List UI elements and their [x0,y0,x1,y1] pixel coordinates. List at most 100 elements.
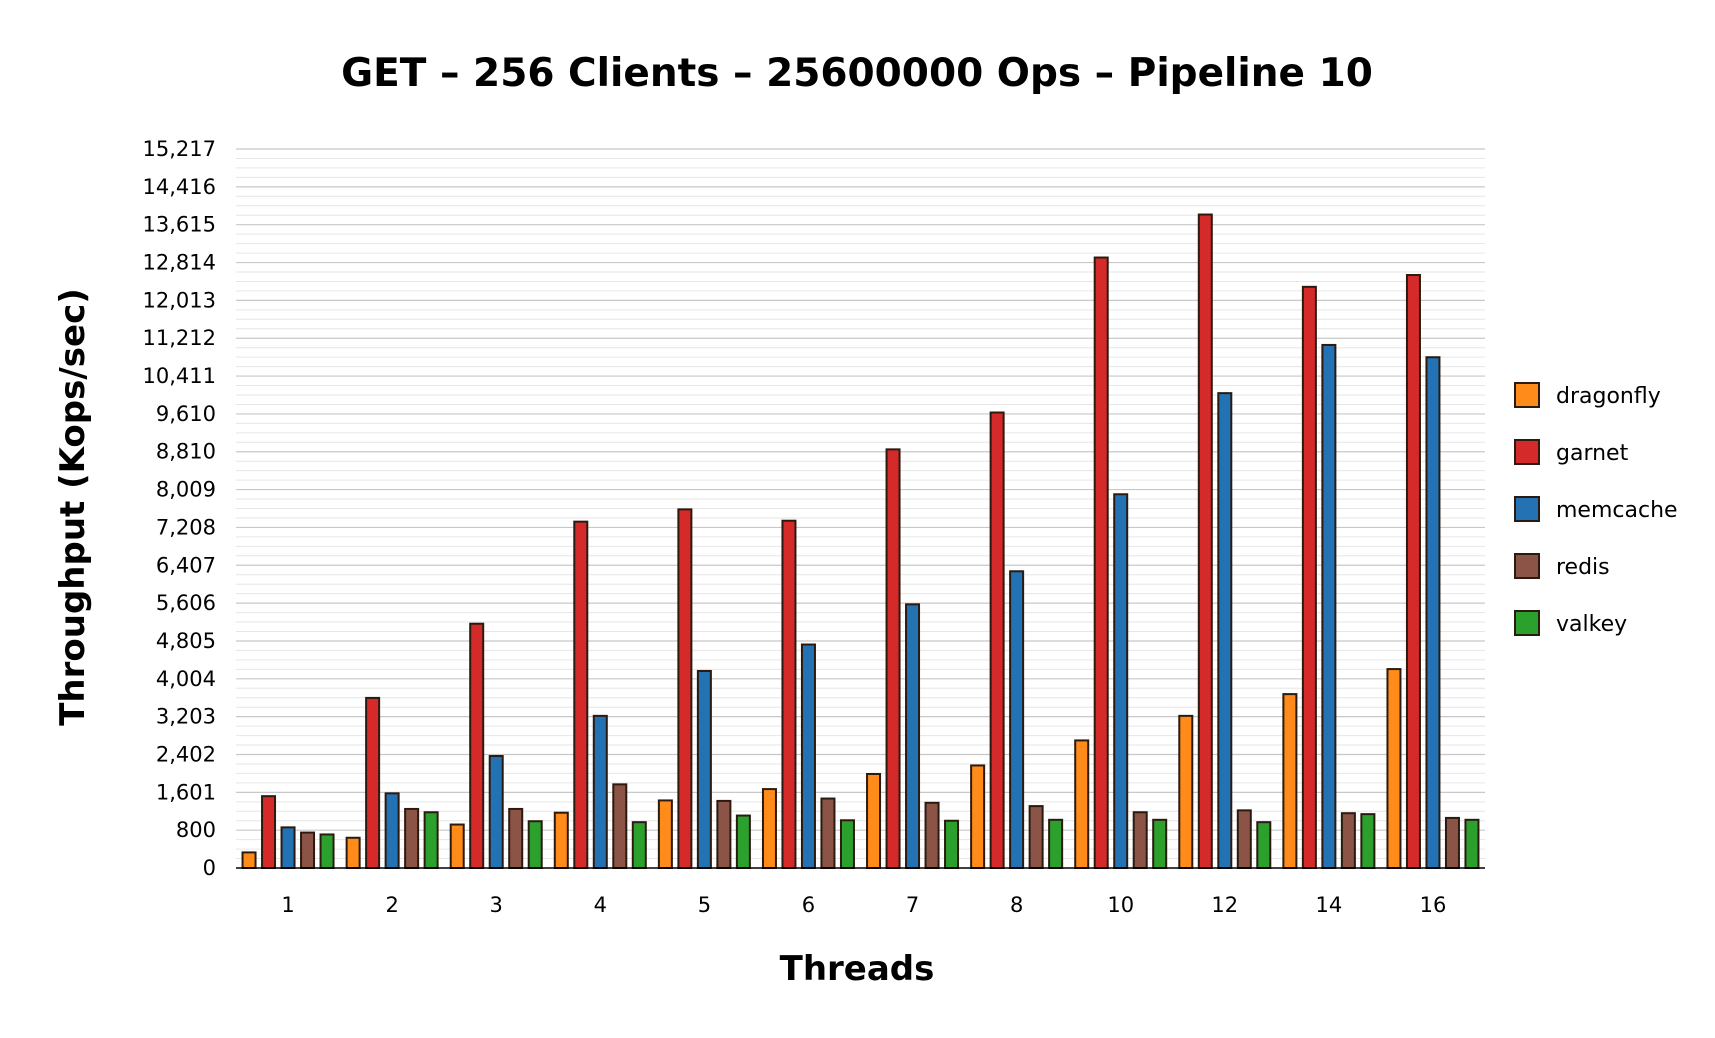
x-tick-label: 2 [385,893,398,917]
y-tick-label: 0 [203,856,216,880]
legend-swatch-valkey [1514,610,1540,636]
bar-dragonfly [553,811,569,870]
bar-redis [1444,816,1460,869]
x-tick-label: 12 [1211,893,1238,917]
bar-valkey [1256,821,1272,870]
bar-valkey [1464,818,1480,870]
y-tick-label: 2,402 [156,743,216,767]
bar-garnet [469,622,485,870]
y-tick-label: 4,805 [156,629,216,653]
bar-garnet [885,448,901,869]
y-tick-label: 14,416 [143,175,216,199]
y-tick-label: 4,004 [156,667,216,691]
x-tick-label: 8 [1010,893,1023,917]
x-tick-label: 16 [1420,893,1447,917]
legend-swatch-garnet [1514,439,1540,465]
y-tick-label: 7,208 [156,515,216,539]
y-tick-label: 12,013 [143,288,216,312]
bar-dragonfly [970,764,986,869]
bar-redis [1132,811,1148,869]
bar-group [970,411,1064,870]
bar-memcache [1009,570,1025,870]
bar-dragonfly [1178,714,1194,870]
y-tick-label: 5,606 [156,591,216,615]
bar-redis [1340,812,1356,869]
bar-garnet [781,519,797,869]
bar-redis [1236,809,1252,870]
bar-redis [820,797,836,869]
bar-group [345,696,439,869]
bar-garnet [1405,274,1421,869]
bar-group [553,520,647,870]
y-axis-ticks: 0 800 1,601 2,402 3,203 4,004 4,805 5,606 6,407 7… [143,137,216,880]
x-tick-label: 4 [594,893,607,917]
x-tick-label: 10 [1107,893,1134,917]
bar-valkey [1152,818,1168,870]
bar-group [1074,256,1168,870]
bar-garnet [989,411,1005,869]
bar-garnet [261,795,277,869]
x-tick-label: 7 [906,893,919,917]
y-tick-label: 8,810 [156,440,216,464]
legend-label-memcache: memcache [1556,498,1678,523]
x-tick-label: 6 [802,893,815,917]
bar-group [761,519,855,869]
bar-group [1282,285,1376,870]
bar-memcache [592,714,608,870]
bar-garnet [1301,285,1317,869]
bar-valkey [1048,818,1064,870]
bar-redis [612,783,628,869]
bar-garnet [573,520,589,869]
x-axis-title: Threads [780,949,935,989]
bar-valkey [944,819,960,869]
legend-swatch-memcache [1514,496,1540,522]
y-tick-label: 800 [176,818,216,842]
bar-garnet [1093,256,1109,869]
bar-group [1178,213,1272,870]
chart-title: GET – 256 Clients – 25600000 Ops – Pipel… [341,51,1373,96]
bar-dragonfly [761,788,777,869]
bar-dragonfly [1074,739,1090,870]
bar-redis [1028,805,1044,870]
bar-memcache [800,643,816,869]
bar-dragonfly [241,851,257,870]
bar-memcache [905,603,921,869]
y-tick-label: 12,814 [143,251,216,275]
x-tick-label: 5 [698,893,711,917]
x-tick-label: 14 [1316,893,1343,917]
grid-lines [236,148,1485,860]
bar-memcache [280,826,296,869]
bar-redis [300,831,316,870]
bar-valkey [1360,813,1376,870]
y-axis-title: Throughput (Kops/sec) [53,288,93,726]
bar-memcache [1217,392,1233,869]
bar-valkey [631,821,647,870]
legend-swatch-dragonfly [1514,382,1540,408]
bar-dragonfly [1282,693,1298,869]
bar-redis [716,799,732,869]
bar-dragonfly [866,772,882,869]
bar-valkey [735,814,751,869]
y-tick-label: 15,217 [143,137,216,161]
bar-group [449,622,543,870]
bar-group [241,795,335,870]
y-tick-label: 9,610 [156,402,216,426]
bar-dragonfly [657,799,673,869]
bar-dragonfly [345,836,361,869]
bar-garnet [677,508,693,869]
y-tick-label: 11,212 [143,326,216,350]
bar-redis [404,807,420,869]
bar-group [1386,274,1480,870]
bar-memcache [1425,356,1441,869]
y-tick-label: 3,203 [156,705,216,729]
bar-garnet [1197,213,1213,869]
bar-valkey [527,820,543,870]
legend-label-dragonfly: dragonfly [1556,384,1661,409]
bar-redis [924,801,940,869]
bar-memcache [384,792,400,869]
bars [241,213,1480,870]
bar-memcache [696,669,712,869]
bar-memcache [488,755,504,869]
legend-label-garnet: garnet [1556,441,1629,466]
